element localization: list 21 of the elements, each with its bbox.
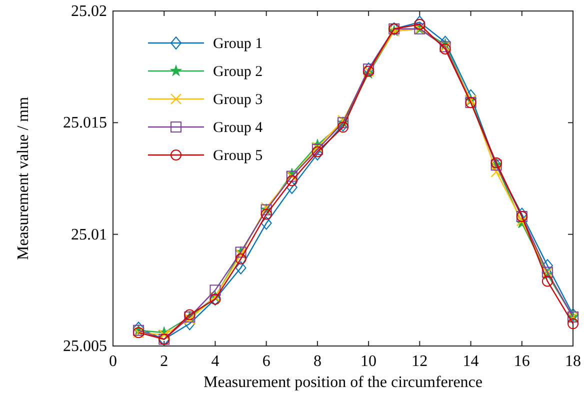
y-axis-title: Measurement value / mm <box>15 96 32 260</box>
x-tick-label: 14 <box>462 353 479 370</box>
y-tick-label: 25.005 <box>63 338 107 355</box>
x-tick-label: 4 <box>211 353 220 370</box>
x-tick-label: 10 <box>360 353 377 370</box>
x-tick-label: 18 <box>565 353 581 370</box>
x-tick-label: 0 <box>109 353 117 370</box>
x-tick-label: 8 <box>313 353 322 370</box>
x-tick-label: 6 <box>262 353 270 370</box>
x-tick-label: 2 <box>160 353 168 370</box>
legend-label: Group 2 <box>213 64 263 80</box>
legend-label: Group 5 <box>213 148 263 164</box>
legend-label: Group 1 <box>213 36 263 52</box>
y-tick-label: 25.02 <box>71 3 107 20</box>
y-tick-label: 25.01 <box>71 226 107 244</box>
legend-label: Group 4 <box>213 120 264 136</box>
x-tick-label: 16 <box>514 353 530 370</box>
x-axis-title: Measurement position of the circumference <box>204 374 482 391</box>
legend-label: Group 3 <box>213 92 263 108</box>
y-tick-label: 25.015 <box>63 114 107 132</box>
x-tick-label: 12 <box>412 353 428 370</box>
